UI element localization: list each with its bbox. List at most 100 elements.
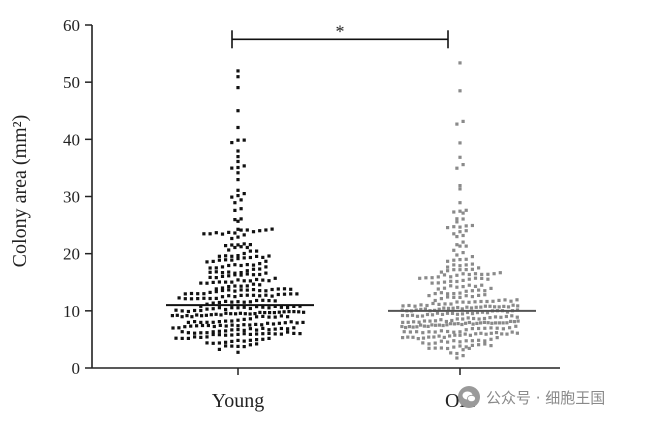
data-point [483, 326, 487, 330]
data-point [514, 324, 518, 328]
data-point [279, 326, 283, 331]
data-point [236, 178, 240, 182]
data-point [461, 317, 465, 321]
data-point [458, 333, 462, 337]
data-point [242, 300, 246, 304]
data-point [446, 346, 450, 351]
data-point [255, 298, 259, 303]
data-point [470, 295, 474, 299]
data-point [458, 295, 462, 299]
data-point [185, 314, 189, 318]
data-point [455, 122, 459, 126]
data-point [455, 220, 459, 224]
data-point [434, 323, 438, 327]
data-point [464, 339, 468, 343]
data-point [261, 337, 265, 341]
data-point [493, 315, 498, 319]
data-point [475, 311, 480, 315]
data-point [279, 332, 283, 336]
data-point [190, 315, 194, 319]
y-tick-label: 50 [63, 73, 80, 92]
data-point [477, 343, 481, 347]
data-point [255, 342, 259, 346]
data-point [282, 292, 287, 296]
data-point [422, 324, 426, 328]
data-point [253, 312, 257, 316]
data-point [467, 277, 471, 281]
data-point [464, 257, 468, 261]
y-tick-label: 10 [63, 302, 80, 321]
data-point [196, 292, 200, 296]
data-point [295, 292, 299, 296]
data-point [433, 341, 437, 345]
data-point [458, 61, 462, 65]
data-point [211, 280, 215, 284]
data-point [239, 293, 243, 297]
data-point [455, 312, 460, 316]
data-point [230, 344, 234, 348]
data-point [442, 273, 447, 277]
data-point [464, 224, 468, 228]
data-point [446, 226, 450, 230]
data-point [412, 320, 416, 324]
data-point [292, 331, 296, 335]
data-point [486, 277, 490, 281]
data-point [286, 306, 290, 310]
data-point [217, 347, 221, 351]
data-point [189, 297, 194, 301]
data-point [236, 318, 240, 322]
data-point [480, 283, 484, 287]
data-point [470, 262, 474, 266]
data-point [415, 325, 419, 329]
data-point [251, 282, 256, 286]
data-point [227, 288, 231, 292]
data-point [473, 300, 477, 304]
data-point [248, 332, 252, 336]
data-point [298, 332, 302, 336]
data-point [407, 303, 411, 308]
data-point [455, 356, 459, 360]
data-point [431, 301, 435, 306]
data-point [239, 198, 243, 202]
data-point [224, 244, 228, 248]
data-point [282, 287, 287, 291]
data-point [458, 268, 462, 272]
data-point [479, 305, 483, 309]
data-point [470, 343, 474, 347]
data-point [205, 281, 209, 285]
data-point [242, 164, 246, 168]
data-point [458, 155, 462, 159]
data-point [230, 141, 234, 145]
data-point [261, 314, 265, 318]
data-point [439, 297, 443, 301]
data-point [193, 320, 197, 324]
data-point [446, 269, 450, 273]
data-point [205, 307, 209, 311]
data-point [483, 304, 487, 308]
data-point [230, 254, 234, 258]
data-point [209, 313, 213, 317]
data-point [479, 299, 483, 304]
data-point [205, 320, 209, 324]
data-point [248, 312, 252, 316]
data-point [473, 272, 478, 276]
data-point [499, 315, 503, 319]
data-point [470, 255, 474, 259]
data-point [477, 293, 481, 297]
data-point [270, 287, 274, 292]
data-point [446, 306, 451, 310]
y-axis-label: Colony area (mm²) [9, 115, 31, 268]
data-point [227, 285, 231, 289]
data-point [436, 281, 440, 285]
data-point [430, 281, 434, 285]
data-point [220, 288, 225, 293]
data-point [452, 330, 456, 334]
data-point [515, 331, 519, 335]
data-point [455, 317, 459, 321]
data-point [279, 305, 283, 309]
data-point [236, 350, 240, 354]
data-point [473, 276, 478, 280]
data-point [289, 287, 293, 291]
data-point [230, 319, 234, 323]
data-point [224, 307, 228, 312]
